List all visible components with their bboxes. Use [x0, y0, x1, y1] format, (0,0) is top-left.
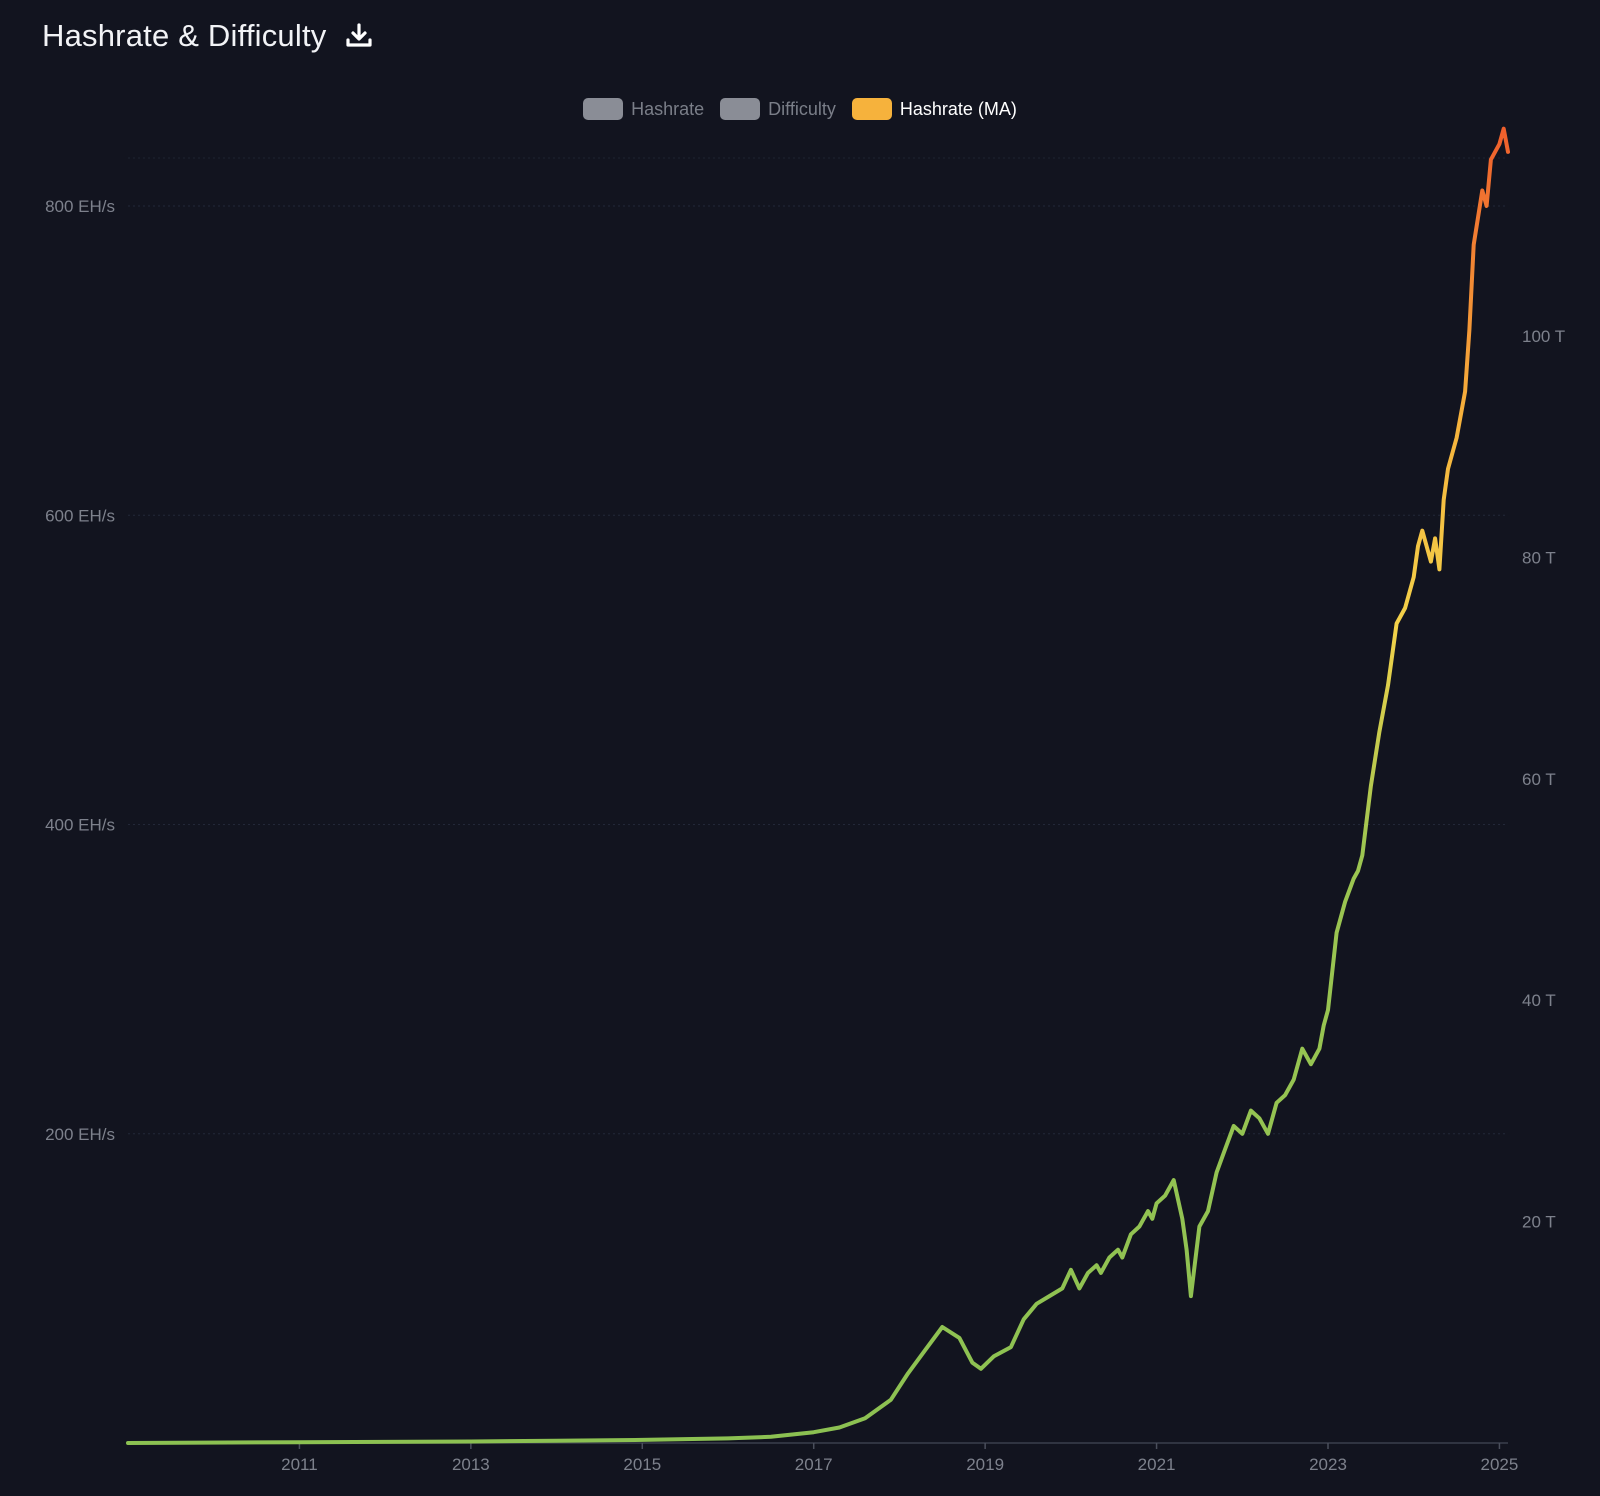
grid-lines [128, 157, 1508, 1444]
y-left-tick-label: 400 EH/s [45, 816, 115, 835]
x-tick-label: 2015 [623, 1455, 661, 1474]
chart-legend: Hashrate Difficulty Hashrate (MA) [0, 98, 1600, 120]
y-right-tick-label: 60 T [1522, 770, 1556, 789]
series-line-hashrate-ma[interactable] [126, 126, 1510, 1445]
y-axis-right: 20 T 40 T 60 T 80 T 100 T [1522, 327, 1565, 1232]
y-axis-left: 200 EH/s 400 EH/s 600 EH/s 800 EH/s [45, 197, 115, 1144]
series-group [126, 126, 1510, 1445]
legend-item-hashrate-ma[interactable]: Hashrate (MA) [851, 98, 1017, 120]
legend-item-hashrate[interactable]: Hashrate [583, 98, 704, 120]
x-tick-label: 2021 [1138, 1455, 1176, 1474]
x-tick-label: 2023 [1309, 1455, 1347, 1474]
legend-swatch-difficulty [720, 98, 761, 120]
x-tick-label: 2013 [452, 1455, 490, 1474]
download-icon [346, 23, 373, 47]
y-left-tick-label: 200 EH/s [45, 1125, 115, 1144]
x-axis: 2011 2013 2015 2017 2019 2021 2023 2025 [281, 1443, 1518, 1474]
chart-title: Hashrate & Difficulty [42, 18, 327, 53]
y-left-tick-label: 800 EH/s [45, 197, 115, 216]
legend-swatch-hashrate-ma [851, 98, 892, 120]
legend-swatch-hashrate [583, 98, 624, 120]
x-tick-label: 2017 [795, 1455, 833, 1474]
x-tick-label: 2011 [281, 1455, 318, 1474]
y-right-tick-label: 80 T [1522, 548, 1556, 567]
chart-header: Hashrate & Difficulty [42, 16, 374, 56]
x-tick-label: 2025 [1481, 1455, 1519, 1474]
y-right-tick-label: 40 T [1522, 991, 1556, 1010]
legend-label-hashrate-ma: Hashrate (MA) [899, 98, 1017, 119]
legend-label-difficulty: Difficulty [768, 98, 836, 119]
legend-label-hashrate: Hashrate [631, 98, 705, 119]
y-right-tick-label: 20 T [1522, 1213, 1556, 1232]
download-button[interactable] [344, 20, 374, 52]
x-tick-label: 2019 [966, 1455, 1004, 1474]
y-right-tick-label: 100 T [1522, 327, 1565, 346]
y-left-tick-label: 600 EH/s [45, 506, 115, 525]
legend-item-difficulty[interactable]: Difficulty [720, 98, 836, 120]
